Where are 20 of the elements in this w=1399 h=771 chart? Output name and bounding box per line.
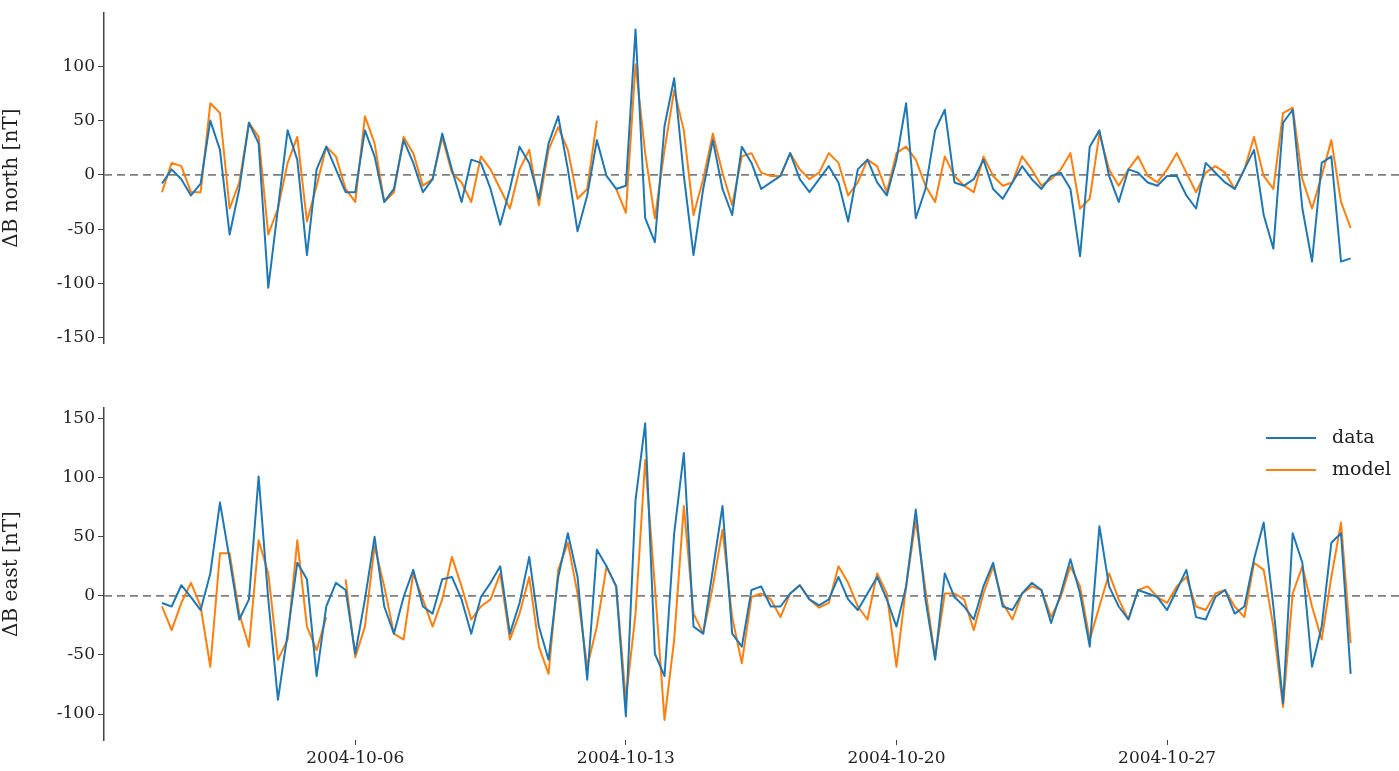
y-tick-label: -50	[67, 643, 95, 664]
y-tick-label: -100	[56, 271, 95, 292]
x-tick-label: 2004-10-13	[576, 746, 675, 767]
y-tick-label: 0	[84, 584, 95, 605]
y-axis-title: ΔB north [nT]	[0, 108, 23, 248]
y-tick-label: -100	[56, 702, 95, 723]
x-tick-label: 2004-10-06	[306, 746, 405, 767]
x-tick-label: 2004-10-20	[847, 746, 946, 767]
legend-label: model	[1332, 456, 1392, 479]
y-tick-label: 50	[73, 525, 95, 546]
x-tick-label: 2004-10-27	[1118, 746, 1217, 767]
y-tick-label: -150	[56, 326, 95, 346]
legend-label: data	[1332, 424, 1375, 447]
y-tick-label: 50	[73, 109, 95, 130]
y-tick-label: 100	[62, 54, 95, 75]
y-tick-label: 100	[62, 466, 95, 487]
y-tick-label: 150	[62, 407, 95, 428]
y-tick-label: 0	[84, 163, 95, 184]
y-axis-title: ΔB east [nT]	[0, 511, 23, 637]
y-tick-label: -50	[67, 217, 95, 238]
